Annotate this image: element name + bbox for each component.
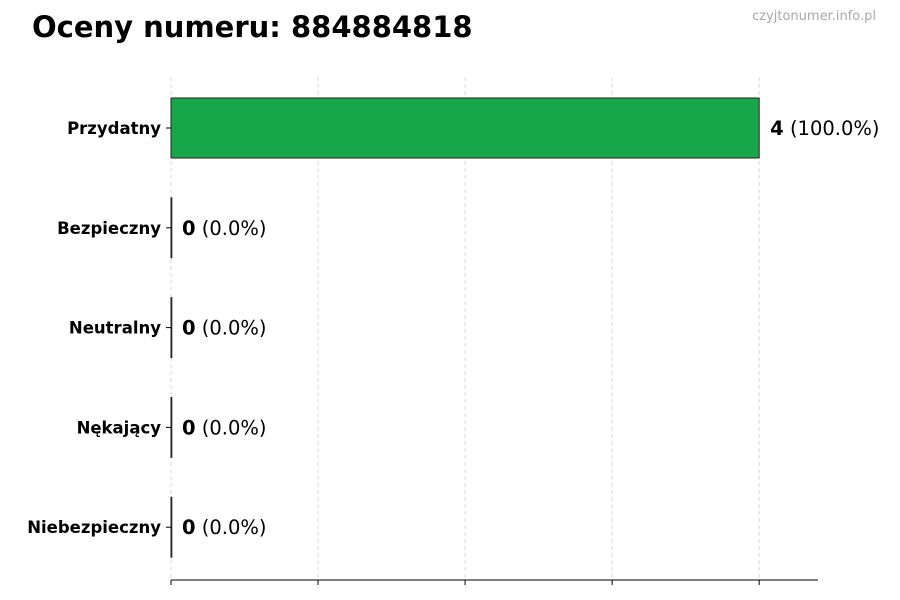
bar-niebezpieczny [170,496,173,558]
category-label: Niebezpieczny [27,518,161,537]
bar-neutralny [170,297,173,359]
data-label: 0 (0.0%) [182,416,267,439]
data-label-percent: (0.0%) [196,416,267,439]
data-label-percent: (0.0%) [196,516,267,539]
category-label: Nękający [77,418,162,437]
category-label: Neutralny [69,319,161,338]
data-label-count: 0 [182,416,196,439]
watermark: czyjtonumer.info.pl [752,9,876,24]
data-label-percent: (0.0%) [196,217,267,240]
data-label: 0 (0.0%) [182,516,267,539]
data-label: 0 (0.0%) [182,217,267,240]
bar-przydatny [170,97,760,159]
data-label-percent: (0.0%) [196,317,267,340]
chart-title: Oceny numeru: 884884818 [32,10,473,44]
data-label-count: 0 [182,217,196,240]
data-label-count: 4 [770,117,784,140]
data-label-count: 0 [182,516,196,539]
bar-bezpieczny [170,197,173,259]
category-label: Przydatny [67,119,161,138]
bar-nękający [170,396,173,458]
data-label-percent: (100.0%) [784,117,880,140]
data-label: 0 (0.0%) [182,317,267,340]
data-label: 4 (100.0%) [770,117,879,140]
data-label-count: 0 [182,317,196,340]
category-label: Bezpieczny [57,219,161,238]
